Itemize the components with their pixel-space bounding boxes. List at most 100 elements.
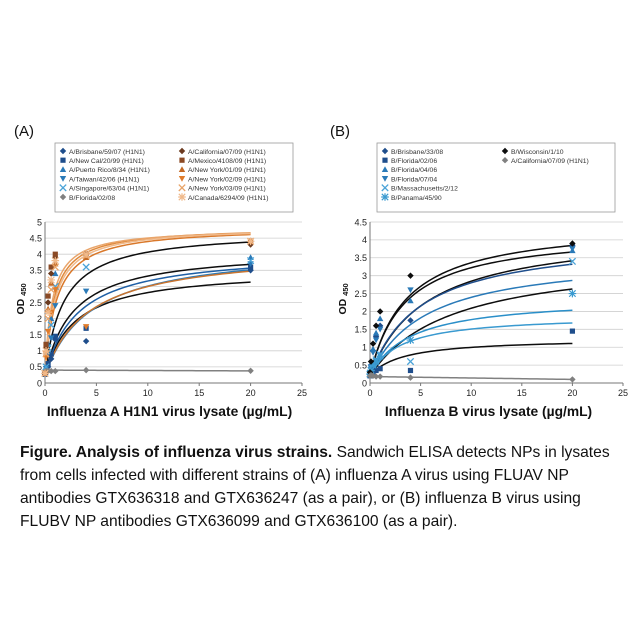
data-point (82, 324, 90, 330)
data-point (44, 328, 52, 335)
data-point (48, 264, 54, 270)
legend-item: A/Mexico/4108/09 (H1N1) (179, 157, 266, 165)
fit-curve (370, 375, 573, 381)
legend-marker (178, 176, 186, 182)
x-axis-label: Influenza A H1N1 virus lysate (µg/mL) (47, 404, 292, 419)
data-point (52, 251, 58, 257)
data-point (47, 335, 55, 342)
data-point (372, 373, 380, 380)
legend-marker (178, 166, 186, 172)
panel-label: (B) (330, 123, 350, 140)
data-point (376, 373, 384, 380)
fit-curve (44, 270, 251, 376)
data-point (45, 361, 51, 367)
legend-marker (178, 184, 186, 192)
legend-marker (179, 157, 185, 163)
fit-curve (45, 369, 251, 372)
fit-curve (369, 342, 573, 377)
data-point (406, 336, 415, 344)
legend-item: B/Florida/02/06 (382, 157, 437, 165)
legend-label: A/New York/01/09 (H1N1) (188, 167, 266, 174)
data-point (52, 367, 59, 375)
y-axis-label: OD 450 (15, 283, 28, 314)
data-point (569, 328, 575, 334)
data-point (47, 367, 55, 375)
y-tick-label: 0.5 (354, 360, 367, 370)
legend-item: B/Florida/07/04 (381, 176, 437, 183)
legend-label: B/Florida/07/04 (391, 176, 437, 183)
x-tick-label: 25 (297, 388, 307, 398)
data-point (44, 299, 52, 306)
legend-label: A/Singapore/63/04 (H1N1) (69, 186, 149, 193)
data-point (568, 257, 577, 266)
legend-box (54, 142, 294, 213)
data-point (376, 326, 384, 333)
legend-marker (381, 166, 389, 172)
legend-marker (59, 193, 67, 201)
data-point (407, 272, 414, 279)
legend-marker (178, 147, 186, 155)
data-point (407, 287, 414, 294)
data-point (369, 350, 377, 356)
legend-marker (59, 166, 67, 172)
data-point (372, 322, 380, 329)
legend: B/Brisbane/33/08 B/Florida/02/06 B/Florida… (376, 142, 616, 213)
y-axis-label: OD 450 (337, 283, 350, 314)
data-point (47, 270, 55, 277)
legend-marker (381, 147, 389, 155)
y-axis-label-sub: 450 (341, 283, 350, 296)
data-point (372, 329, 380, 336)
legend-marker (59, 176, 67, 182)
legend-label: A/California/07/09 (H1N1) (188, 149, 266, 156)
legend-marker (501, 147, 509, 155)
y-tick-label: 3.5 (29, 266, 42, 276)
fit-curve (369, 322, 573, 377)
legend-item: B/Massachusetts/2/12 (381, 184, 458, 193)
data-point (47, 355, 55, 363)
chart-a: (A) A/Brisbane/59/07 (H1N1) A/New Cal/20/9… (14, 123, 307, 419)
x-tick-label: 15 (194, 388, 204, 398)
legend-item: A/Brisbane/59/07 (H1N1) (59, 147, 145, 156)
legend-label: B/Panama/45/90 (391, 195, 442, 202)
y-tick-label: 4 (362, 235, 367, 245)
fit-curve (369, 279, 573, 377)
legend-label: B/Massachusetts/2/12 (391, 186, 458, 193)
data-point (369, 361, 377, 369)
x-tick-label: 0 (367, 388, 372, 398)
y-axis-label-main: OD (15, 296, 27, 315)
data-point (52, 287, 59, 293)
legend-label: A/Canada/6294/09 (H1N1) (188, 195, 268, 202)
fit-curve (369, 260, 573, 377)
fit-curve (369, 288, 573, 377)
legend-label: A/Brisbane/59/07 (H1N1) (69, 149, 145, 156)
data-point (52, 270, 59, 277)
legend-label: A/California/07/09 (H1N1) (511, 158, 589, 165)
legend-label: A/Mexico/4108/09 (H1N1) (188, 158, 266, 165)
y-axis-label-sub: 450 (19, 283, 28, 296)
data-point (407, 367, 414, 374)
data-point (407, 297, 414, 304)
data-point (367, 358, 375, 365)
legend-label: B/Florida/02/06 (391, 158, 437, 165)
legend-marker (59, 147, 67, 155)
legend-label: B/Brisbane/33/08 (391, 149, 443, 156)
panel-b: (B) B/Brisbane/33/08 B/Florida/02/06 B/Flor… (320, 0, 640, 440)
x-tick-label: 5 (418, 388, 423, 398)
data-point (372, 337, 380, 344)
data-point (82, 337, 90, 345)
fit-curve (44, 281, 251, 376)
data-point (407, 374, 414, 381)
legend-item: A/Canada/6294/09 (H1N1) (178, 193, 268, 202)
caption-title: Figure. Analysis of influenza virus stra… (20, 444, 333, 461)
legend-item: B/Wisconsin/1/10 (501, 147, 564, 156)
x-tick-label: 15 (517, 388, 527, 398)
legend-item: A/California/07/09 (H1N1) (501, 157, 589, 165)
data-point (568, 289, 577, 298)
y-tick-label: 4.5 (354, 217, 367, 227)
data-point (407, 317, 414, 324)
data-point (372, 357, 380, 366)
y-tick-label: 2 (37, 314, 42, 324)
data-point (82, 288, 90, 295)
legend-label: A/New York/03/09 (H1N1) (188, 186, 266, 193)
y-tick-label: 5 (37, 217, 42, 227)
